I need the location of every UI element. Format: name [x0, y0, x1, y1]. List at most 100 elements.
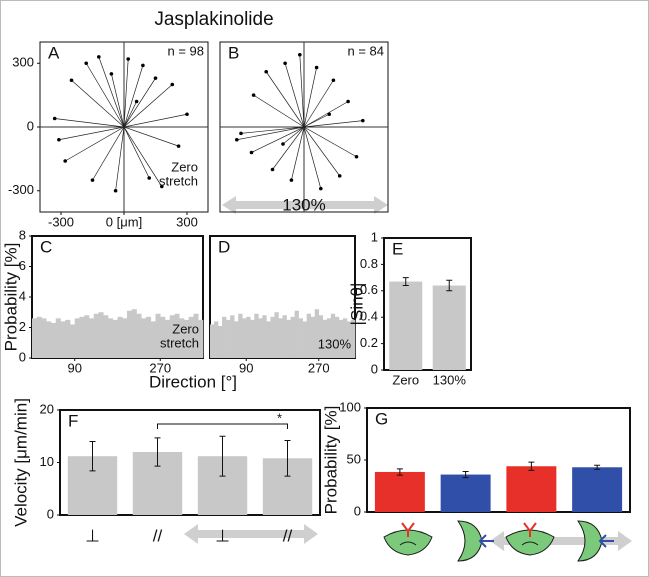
y-tick-label: 0.4 — [360, 309, 378, 324]
hist-bar — [131, 309, 137, 358]
endpoint — [337, 174, 342, 178]
trajectory — [123, 113, 188, 128]
panel-letter: G — [375, 409, 388, 428]
hist-bar — [226, 319, 231, 358]
y-tick-label: 0.6 — [360, 282, 378, 297]
trajectory — [236, 126, 305, 141]
hist-bar — [314, 309, 320, 358]
error-bar — [154, 437, 161, 467]
x-tick-label: 130% — [433, 372, 467, 387]
hist-bar — [165, 319, 171, 358]
y-tick-label: 0 — [47, 506, 54, 521]
trajectory — [303, 120, 363, 128]
hist-bar — [350, 319, 356, 358]
hist-bar — [322, 319, 328, 358]
error-bar — [446, 279, 453, 292]
hist-bar — [222, 316, 227, 358]
hist-bar — [146, 316, 152, 358]
y-tick-label: 0 — [354, 503, 361, 518]
annotation: 130% — [282, 195, 325, 214]
trajectory — [85, 63, 125, 128]
y-tick-label: -300 — [8, 182, 34, 197]
trajectory — [123, 126, 150, 179]
trajectory — [98, 56, 125, 128]
hist-bar — [218, 325, 223, 358]
hist-bar — [338, 319, 344, 358]
hist-bar — [286, 319, 291, 358]
endpoint — [319, 186, 323, 191]
trajectory — [54, 118, 125, 128]
hist-bar — [160, 316, 166, 358]
annotation: Zero — [172, 321, 199, 336]
trajectory — [123, 58, 129, 128]
hist-bar — [103, 315, 109, 358]
hist-bar — [136, 313, 142, 358]
x-tick-label: ⊥ — [215, 526, 230, 545]
endpoint — [270, 167, 275, 172]
endpoint — [147, 176, 151, 180]
y-tick-label: 2 — [19, 319, 26, 334]
y-axis-label: Velocity [μm/min] — [11, 398, 30, 527]
y-axis-label: Probability [%] — [321, 406, 340, 515]
hist-bar — [89, 318, 95, 358]
endpoint — [235, 137, 239, 142]
hist-bar — [298, 318, 303, 358]
endpoint — [251, 93, 256, 97]
hist-bar — [342, 318, 348, 358]
error-bar — [284, 439, 291, 477]
hist-bar — [326, 318, 332, 358]
trajectory — [282, 126, 305, 145]
y-tick-label: 0 — [371, 361, 378, 376]
bar — [440, 474, 491, 512]
hist-bar — [234, 321, 239, 358]
y-tick-label: 50 — [347, 451, 361, 466]
hist-bar — [278, 318, 283, 358]
hist-bar — [282, 315, 287, 358]
error-bar — [462, 470, 469, 479]
hist-bar — [179, 318, 185, 358]
hist-bar — [169, 315, 175, 358]
hist-bar — [258, 318, 263, 358]
bar — [572, 467, 623, 512]
hist-bar — [230, 315, 235, 358]
endpoint — [90, 178, 95, 182]
endpoint — [126, 57, 130, 61]
endpoint — [314, 65, 319, 70]
hist-bar — [290, 316, 295, 358]
endpoint — [331, 78, 336, 83]
y-tick-label: 4 — [19, 288, 26, 303]
hist-bar — [84, 315, 90, 358]
trajectory — [123, 84, 173, 128]
x-tick-label: 90 — [68, 360, 82, 375]
trajectory — [253, 94, 305, 128]
y-tick-label: 1 — [371, 229, 378, 244]
y-tick-label: 20 — [40, 401, 54, 416]
trajectory — [303, 126, 357, 158]
trajectory — [303, 126, 322, 189]
hist-bar — [51, 322, 57, 358]
x-tick-label: // — [283, 526, 293, 545]
bar — [374, 471, 425, 512]
y-tick-label: 8 — [19, 227, 26, 242]
endpoint — [160, 184, 164, 189]
panel-letter: A — [48, 43, 60, 62]
hist-bar — [310, 316, 316, 358]
hist-bar — [270, 316, 275, 358]
hist-bar — [74, 318, 80, 358]
trajectory — [123, 126, 179, 147]
hist-bar — [274, 312, 279, 358]
hist-bar — [36, 316, 42, 358]
hist-bar — [70, 324, 76, 358]
panel-letter: C — [40, 237, 52, 256]
hist-bar — [262, 315, 267, 358]
n-label: n = 98 — [167, 43, 204, 58]
hist-bar — [246, 316, 251, 358]
trajectory — [92, 126, 125, 181]
hist-bar — [214, 321, 219, 358]
trajectory — [65, 126, 125, 162]
endpoint — [109, 72, 114, 76]
hist-bar — [65, 319, 71, 358]
hist-bar — [250, 319, 255, 358]
panel-letter: E — [392, 239, 403, 258]
